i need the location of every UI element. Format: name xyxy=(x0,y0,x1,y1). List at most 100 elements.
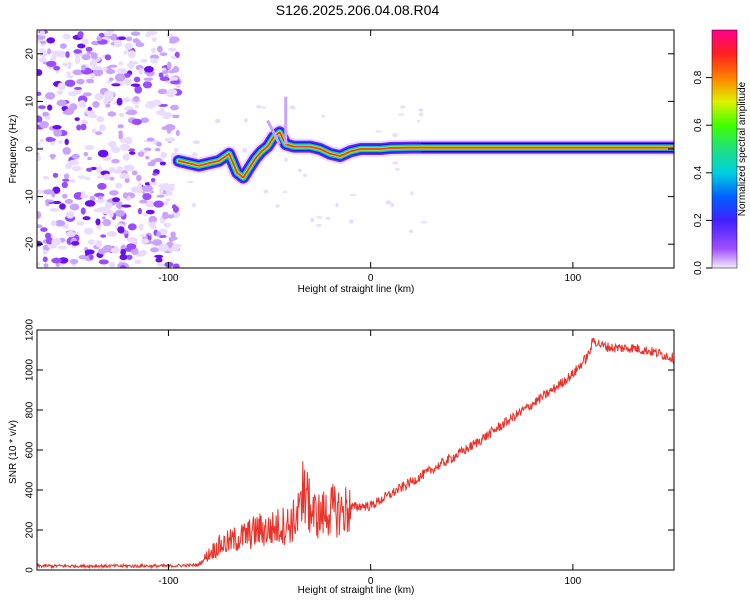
noise-blob xyxy=(170,231,176,238)
spectrogram-y-label: Frequency (Hz) xyxy=(8,115,19,184)
noise-blob xyxy=(97,149,109,158)
noise-blob xyxy=(68,159,80,166)
noise-blob xyxy=(39,121,49,129)
noise-blob xyxy=(103,90,114,99)
noise-blob xyxy=(52,186,61,194)
noise-blob xyxy=(123,164,135,172)
noise-blob xyxy=(315,224,322,227)
noise-blob xyxy=(95,218,101,226)
noise-blob xyxy=(81,54,91,61)
noise-blob xyxy=(80,191,86,198)
noise-blob xyxy=(374,130,382,133)
noise-blob xyxy=(166,127,172,134)
noise-blob xyxy=(145,155,150,160)
noise-blob xyxy=(140,59,148,63)
noise-blob xyxy=(417,108,424,112)
noise-blob xyxy=(126,243,137,250)
noise-blob xyxy=(138,68,144,75)
noise-blob xyxy=(104,54,112,61)
noise-blob xyxy=(325,216,331,220)
noise-blob xyxy=(168,47,177,52)
noise-blob xyxy=(144,33,151,38)
noise-blob xyxy=(122,153,130,161)
noise-blob xyxy=(80,207,86,215)
noise-blob xyxy=(37,69,43,76)
noise-blob xyxy=(117,124,124,129)
noise-blob xyxy=(166,88,178,96)
noise-blob xyxy=(106,80,112,84)
noise-blob xyxy=(87,156,92,161)
noise-blob xyxy=(64,79,76,87)
noise-blob xyxy=(130,83,141,87)
noise-blob xyxy=(44,115,51,120)
noise-blob xyxy=(162,185,171,191)
noise-blob xyxy=(108,261,116,268)
noise-blob xyxy=(94,208,102,213)
noise-blob xyxy=(390,202,394,208)
noise-blob xyxy=(130,31,141,36)
noise-blob xyxy=(193,140,200,145)
noise-blob xyxy=(163,112,173,118)
noise-blob xyxy=(69,203,80,211)
noise-blob xyxy=(158,243,169,252)
noise-blob xyxy=(117,226,125,234)
noise-blob xyxy=(37,105,46,110)
ridge-spike xyxy=(266,119,282,145)
noise-blob xyxy=(81,64,86,71)
noise-blob xyxy=(349,193,357,197)
noise-blob xyxy=(149,181,157,186)
noise-blob xyxy=(123,78,133,86)
noise-blob xyxy=(139,199,148,204)
noise-blob xyxy=(133,76,141,83)
noise-blob xyxy=(88,114,98,119)
noise-blob xyxy=(109,210,114,218)
noise-blob xyxy=(170,80,180,85)
noise-blob xyxy=(168,76,179,82)
noise-blob xyxy=(171,244,180,252)
noise-blob xyxy=(74,55,81,64)
noise-blob xyxy=(117,166,124,172)
noise-blob xyxy=(113,39,123,48)
noise-blob xyxy=(156,194,165,198)
noise-blob xyxy=(168,70,175,74)
noise-blob xyxy=(140,117,150,123)
noise-blob xyxy=(151,239,163,246)
noise-blob xyxy=(74,86,82,90)
snr-y-ticks: 0 200 400 600 800 1000 1200 xyxy=(25,318,674,573)
noise-blob xyxy=(85,46,93,52)
noise-blob xyxy=(66,71,72,76)
noise-blob xyxy=(164,137,176,142)
x-tick-label: 100 xyxy=(565,576,582,587)
noise-blob xyxy=(109,190,119,196)
noise-blob xyxy=(122,192,128,199)
noise-blob xyxy=(59,203,66,210)
x-tick-label: 0 xyxy=(368,576,374,587)
noise-blob xyxy=(84,144,95,151)
noise-blob xyxy=(191,152,199,157)
noise-blob xyxy=(101,216,106,220)
noise-blob xyxy=(170,104,179,111)
y-tick-label: 1000 xyxy=(25,358,36,381)
noise-blob xyxy=(165,198,171,202)
colorbar-gradient xyxy=(711,29,738,269)
colorbar-tick-label: 0.8 xyxy=(693,70,704,84)
noise-blob xyxy=(64,138,69,146)
noise-blob xyxy=(84,176,91,181)
noise-blob xyxy=(43,263,49,268)
noise-blob xyxy=(111,83,121,87)
noise-blob xyxy=(158,72,164,78)
noise-blob xyxy=(45,92,56,100)
noise-blob xyxy=(69,258,79,265)
noise-blob xyxy=(168,237,174,243)
noise-blob xyxy=(151,37,157,43)
noise-blob xyxy=(110,146,121,154)
noise-blob xyxy=(127,148,136,152)
noise-blob xyxy=(146,137,155,142)
y-tick-label: 0 xyxy=(25,146,36,152)
noise-blob xyxy=(44,199,55,203)
noise-blob xyxy=(119,254,128,261)
noise-blob xyxy=(47,104,53,111)
noise-blob xyxy=(128,151,136,155)
noise-blob xyxy=(145,209,155,215)
noise-blob xyxy=(135,42,145,48)
